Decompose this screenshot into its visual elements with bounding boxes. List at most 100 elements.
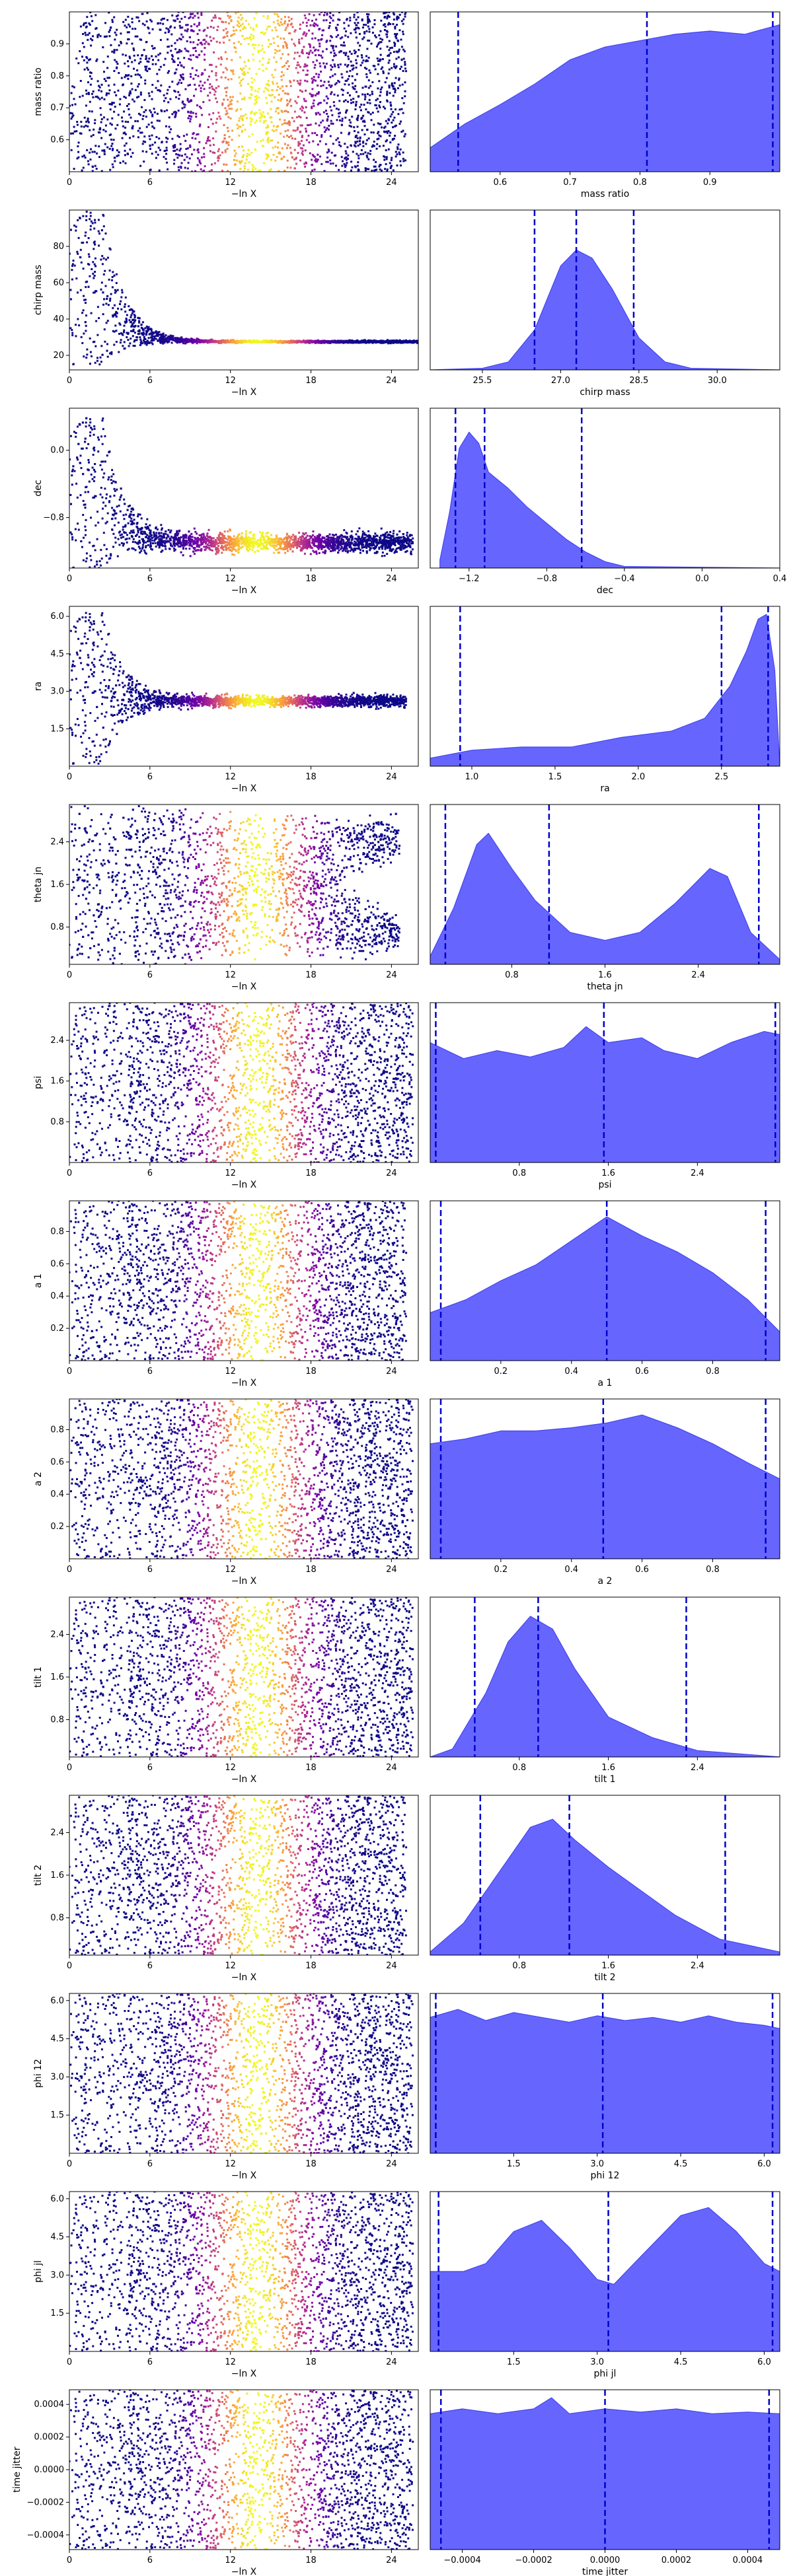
trace-point — [379, 30, 382, 32]
trace-point — [356, 12, 359, 14]
trace-point — [85, 357, 88, 359]
trace-point — [347, 158, 349, 160]
trace-point — [131, 330, 133, 332]
trace-point — [323, 99, 326, 102]
trace-point — [395, 77, 397, 79]
trace-point — [228, 103, 231, 106]
trace-point — [323, 126, 326, 129]
trace-point — [217, 112, 220, 114]
trace-point — [154, 332, 157, 334]
trace-point — [247, 23, 250, 25]
trace-point — [115, 315, 118, 318]
trace-point — [397, 87, 399, 90]
trace-point — [303, 65, 306, 68]
trace-point — [198, 29, 201, 32]
trace-point — [389, 162, 391, 164]
trace-point — [122, 84, 124, 87]
x-tick-label: 12 — [225, 376, 236, 386]
trace-point — [69, 289, 72, 291]
trace-point — [311, 19, 313, 22]
trace-point — [393, 341, 395, 343]
trace-point — [268, 84, 270, 87]
trace-point — [375, 107, 378, 110]
trace-point — [147, 26, 149, 29]
trace-point — [102, 313, 104, 316]
trace-point — [412, 341, 415, 344]
trace-point — [231, 71, 234, 73]
trace-point — [113, 313, 116, 316]
trace-point — [153, 338, 155, 341]
trace-point — [103, 151, 106, 153]
trace-point — [101, 149, 104, 152]
trace-point — [190, 99, 192, 102]
trace-point — [118, 44, 120, 47]
trace-point — [347, 78, 350, 81]
trace-point — [174, 110, 176, 113]
trace-point — [210, 169, 213, 172]
trace-point — [174, 115, 177, 118]
trace-point — [360, 54, 363, 57]
trace-point — [151, 335, 153, 338]
trace-point — [86, 348, 89, 351]
trace-point — [116, 149, 118, 152]
trace-point — [165, 334, 167, 337]
trace-point — [281, 110, 283, 113]
trace-point — [203, 156, 206, 159]
trace-point — [191, 339, 194, 341]
trace-point — [394, 67, 397, 69]
trace-point — [359, 340, 362, 343]
trace-point — [377, 63, 380, 65]
trace-point — [418, 340, 420, 342]
trace-point — [277, 45, 280, 48]
trace-point — [89, 351, 92, 353]
trace-point — [186, 28, 189, 30]
trace-point — [187, 110, 190, 113]
trace-point — [190, 112, 192, 114]
trace-point — [145, 55, 147, 57]
trace-point — [149, 147, 151, 150]
trace-point — [172, 147, 175, 149]
trace-point — [363, 36, 365, 39]
trace-point — [317, 143, 319, 146]
trace-point — [263, 51, 266, 54]
trace-point — [132, 98, 134, 101]
trace-point — [249, 117, 252, 120]
trace-point — [213, 89, 215, 91]
trace-point — [162, 342, 165, 345]
trace-point — [391, 82, 393, 85]
trace-point — [111, 20, 114, 23]
trace-point — [178, 37, 181, 40]
trace-point — [82, 33, 85, 35]
trace-point — [245, 113, 247, 116]
trace-point — [265, 67, 268, 70]
trace-point — [287, 65, 290, 67]
trace-point — [106, 77, 109, 79]
trace-point — [285, 42, 287, 45]
trace-point — [235, 12, 237, 15]
trace-point — [263, 340, 266, 343]
trace-point — [139, 131, 142, 134]
x-tick-label: 18 — [305, 178, 317, 188]
x-tick-label: 18 — [305, 376, 317, 386]
trace-point — [133, 339, 136, 341]
trace-point — [193, 94, 196, 97]
trace-point — [243, 67, 245, 69]
trace-point — [315, 122, 317, 125]
trace-point — [271, 139, 274, 142]
trace-point — [171, 57, 174, 60]
trace-point — [327, 149, 330, 151]
trace-point — [128, 114, 131, 116]
trace-point — [188, 115, 191, 117]
trace-point — [255, 341, 258, 343]
trace-point — [231, 139, 233, 141]
trace-point — [252, 168, 254, 170]
trace-point — [265, 153, 268, 156]
trace-point — [272, 81, 274, 83]
trace-point — [94, 271, 96, 273]
trace-point — [238, 120, 241, 122]
trace-point — [131, 21, 133, 24]
trace-point — [215, 79, 218, 81]
trace-point — [161, 17, 164, 20]
trace-point — [104, 143, 106, 145]
